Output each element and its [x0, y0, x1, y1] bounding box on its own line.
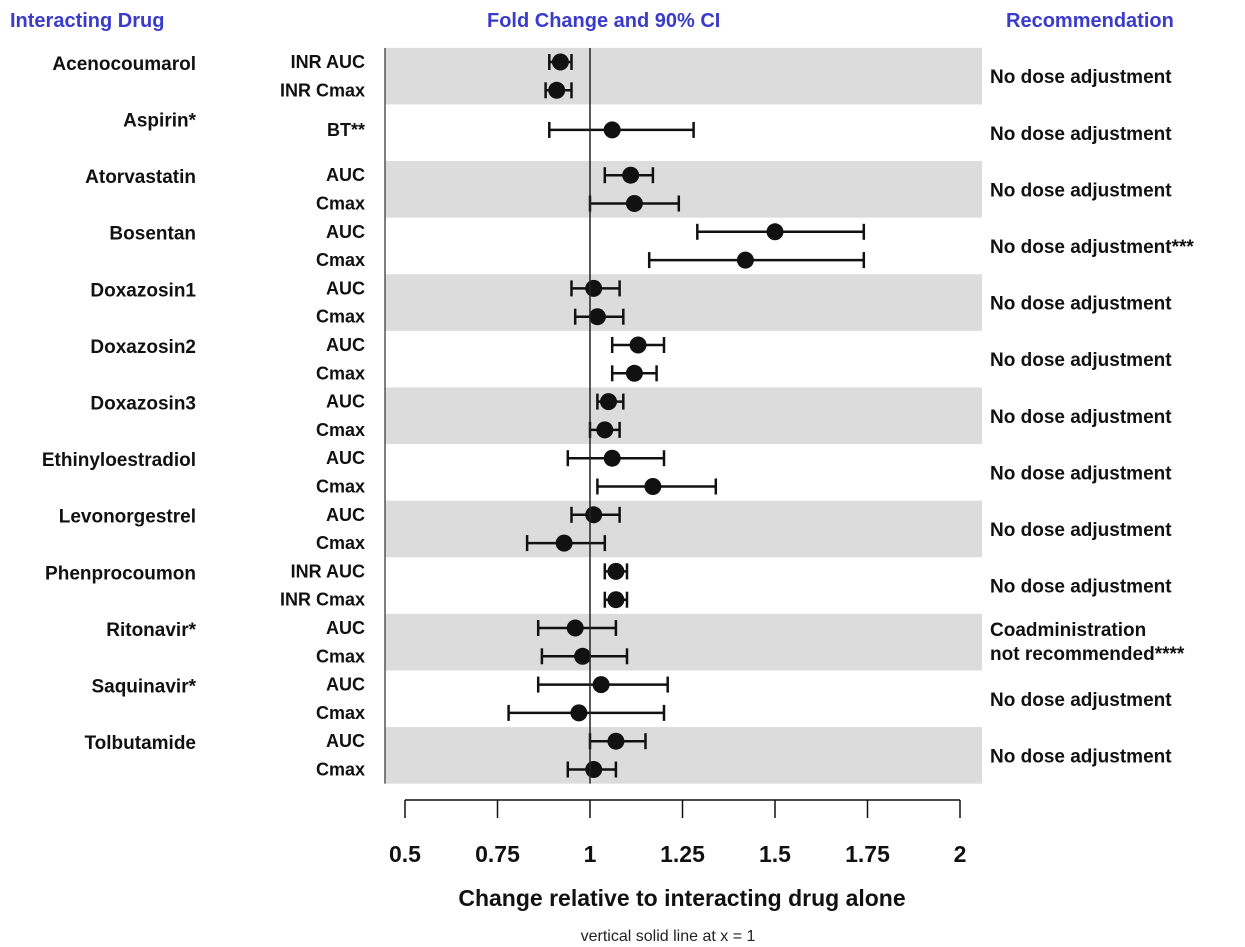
metric-label: AUC: [326, 448, 365, 468]
metric-label: Cmax: [316, 363, 365, 383]
header-recommendation: Recommendation: [1006, 10, 1174, 32]
recommendation-label: No dose adjustment: [990, 124, 1172, 145]
group-band: [385, 47, 982, 105]
point-estimate: [596, 421, 614, 439]
header-interacting-drug: Interacting Drug: [10, 10, 165, 32]
drug-label: Doxazosin1: [90, 280, 196, 301]
drug-label: Acenocoumarol: [52, 54, 196, 75]
drug-label: Ethinyloestradiol: [42, 450, 196, 471]
metric-label: Cmax: [316, 703, 365, 723]
point-estimate: [592, 676, 610, 694]
metric-label: BT**: [327, 120, 365, 140]
recommendation-label: Coadministration: [990, 620, 1146, 641]
recommendation-label: No dose adjustment***: [990, 237, 1194, 258]
metric-label: Cmax: [316, 533, 365, 553]
metric-label: AUC: [326, 731, 365, 751]
metric-label: Cmax: [316, 477, 365, 497]
point-estimate: [570, 704, 588, 722]
point-estimate: [551, 53, 569, 71]
reference-note: vertical solid line at x = 1: [581, 928, 756, 945]
group-band: [385, 387, 982, 445]
metric-label: AUC: [326, 392, 365, 412]
drug-label: Doxazosin2: [90, 337, 196, 358]
point-estimate: [622, 166, 640, 184]
point-estimate: [607, 591, 625, 609]
drug-label: Doxazosin3: [90, 393, 196, 414]
metric-label: AUC: [326, 675, 365, 695]
drug-label: Saquinavir*: [91, 676, 196, 697]
metric-label: Cmax: [316, 307, 365, 327]
recommendation-label: No dose adjustment: [990, 463, 1172, 484]
group-band: [385, 274, 982, 331]
x-tick-label: 2: [954, 841, 967, 867]
point-estimate: [625, 195, 643, 212]
point-estimate: [585, 506, 603, 524]
group-band: [385, 500, 982, 558]
point-estimate: [585, 279, 603, 297]
metric-label: Cmax: [316, 250, 365, 270]
point-estimate: [766, 223, 784, 241]
recommendation-label: No dose adjustment: [990, 67, 1172, 88]
point-estimate: [603, 121, 621, 139]
recommendation-label: No dose adjustment: [990, 577, 1172, 598]
recommendation-label: No dose adjustment: [990, 746, 1172, 767]
metric-label: INR Cmax: [280, 590, 365, 610]
metric-label: Cmax: [316, 646, 365, 666]
x-tick-label: 1.25: [660, 841, 705, 867]
recommendation-label: No dose adjustment: [990, 180, 1172, 201]
metric-label: AUC: [326, 165, 365, 185]
x-tick-label: 1.5: [759, 841, 791, 867]
metric-label: INR Cmax: [280, 80, 365, 100]
metric-label: AUC: [326, 278, 365, 298]
metric-label: AUC: [326, 505, 365, 525]
metric-label: Cmax: [316, 760, 365, 780]
point-estimate: [588, 308, 606, 326]
point-estimate: [574, 647, 592, 665]
recommendation-label: No dose adjustment: [990, 350, 1172, 371]
x-tick-label: 1.75: [845, 841, 890, 867]
metric-label: AUC: [326, 222, 365, 242]
recommendation-label: No dose adjustment: [990, 520, 1172, 541]
metric-label: AUC: [326, 618, 365, 638]
metric-label: AUC: [326, 335, 365, 355]
drug-label: Aspirin*: [123, 110, 196, 131]
x-tick-label: 0.75: [475, 841, 520, 867]
point-estimate: [629, 336, 647, 354]
point-estimate: [736, 251, 754, 269]
group-band: [385, 613, 982, 671]
point-estimate: [600, 393, 617, 411]
recommendation-label: No dose adjustment: [990, 690, 1172, 711]
x-tick-label: 0.5: [389, 841, 421, 867]
group-band: [385, 727, 982, 784]
metric-label: INR AUC: [291, 52, 365, 72]
drug-label: Bosentan: [109, 224, 196, 245]
recommendation-label: not recommended****: [990, 644, 1185, 665]
point-estimate: [555, 534, 573, 552]
point-estimate: [585, 761, 603, 778]
drug-label: Atorvastatin: [85, 167, 196, 188]
x-tick-label: 1: [584, 841, 597, 867]
point-estimate: [607, 562, 625, 580]
point-estimate: [644, 478, 662, 495]
drug-label: Ritonavir*: [106, 620, 196, 641]
point-estimate: [625, 364, 643, 382]
recommendation-label: No dose adjustment: [990, 294, 1172, 315]
recommendation-label: No dose adjustment: [990, 407, 1172, 428]
metric-label: INR AUC: [291, 561, 365, 581]
metric-label: Cmax: [316, 194, 365, 214]
point-estimate: [607, 732, 625, 750]
group-band: [385, 161, 982, 218]
point-estimate: [566, 619, 584, 637]
drug-label: Levonorgestrel: [59, 507, 196, 528]
header-fold-change: Fold Change and 90% CI: [487, 10, 721, 32]
point-estimate: [548, 81, 566, 99]
point-estimate: [603, 449, 621, 467]
drug-label: Phenprocoumon: [45, 563, 196, 584]
metric-label: Cmax: [316, 420, 365, 440]
drug-label: Tolbutamide: [84, 733, 196, 754]
x-axis-label: Change relative to interacting drug alon…: [458, 885, 905, 911]
